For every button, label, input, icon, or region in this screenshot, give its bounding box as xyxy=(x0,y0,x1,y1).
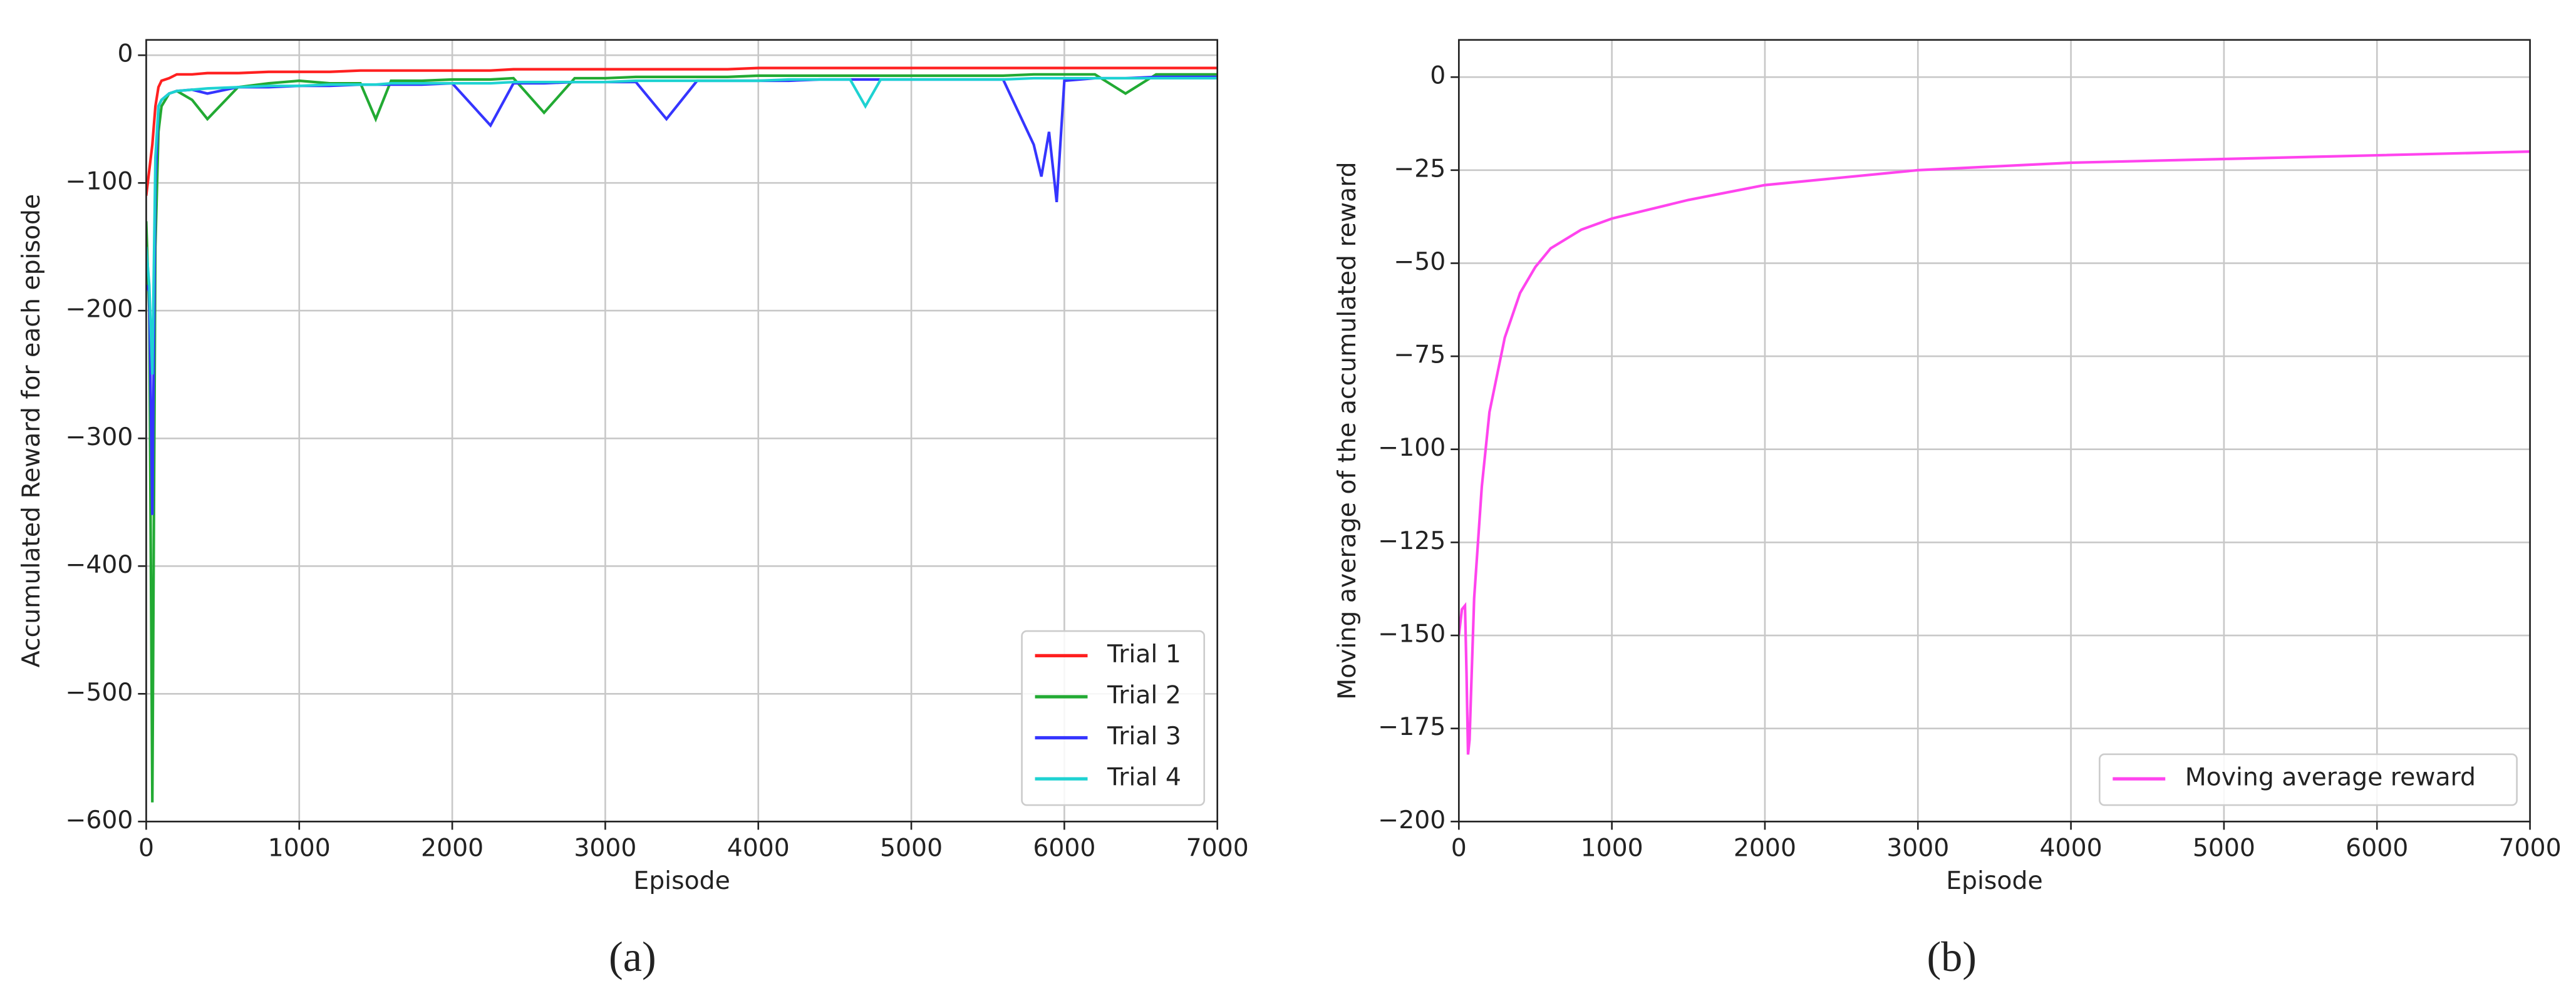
caption: (b) xyxy=(1927,933,1977,980)
y-axis-label: Accumulated Reward for each episode xyxy=(17,194,46,667)
x-tick-label: 2000 xyxy=(1734,833,1796,862)
y-tick-label: −150 xyxy=(1378,620,1446,649)
x-tick-label: 5000 xyxy=(2193,833,2255,862)
legend-label: Trial 4 xyxy=(1107,763,1181,792)
y-tick-label: −300 xyxy=(65,423,133,451)
x-tick-label: 3000 xyxy=(574,833,636,862)
plot-frame xyxy=(1457,39,2531,823)
x-tick-label: 6000 xyxy=(2346,833,2408,862)
y-tick-label: 0 xyxy=(117,39,133,68)
x-tick-label: 3000 xyxy=(1886,833,1949,862)
x-tick-label: 6000 xyxy=(1033,833,1095,862)
x-axis-label: Episode xyxy=(1946,866,2042,895)
legend-label: Trial 1 xyxy=(1107,640,1181,669)
y-tick-label: −600 xyxy=(65,806,133,834)
series-line xyxy=(146,75,1218,515)
y-axis-label: Moving average of the accumulated reward xyxy=(1333,162,1362,699)
y-tick-label: −25 xyxy=(1394,154,1446,183)
legend: Trial 1 Trial 2 Trial 3 Trial 4 xyxy=(1021,630,1206,806)
y-tick-label: −400 xyxy=(65,550,133,579)
legend-box xyxy=(1021,630,1206,806)
x-tick-label: 4000 xyxy=(727,833,790,862)
chart-panel: −600 −500 −400 −300 −200 −100 0 0 1000 2000 3000 40… xyxy=(17,39,1249,980)
legend-box xyxy=(2098,753,2518,806)
x-tick-label: 0 xyxy=(1451,833,1467,862)
legend-label: Moving average reward xyxy=(2185,763,2476,792)
y-tick-label: −200 xyxy=(1378,806,1446,834)
chart-panel: −200 −175 −150 −125 −100 −75 −50 −25 0 0 1000 2000 3… xyxy=(1333,39,2562,980)
x-axis-label: Episode xyxy=(633,866,730,895)
legend: Moving average reward xyxy=(2098,753,2518,806)
series-line xyxy=(1459,150,2530,755)
x-tick-label: 5000 xyxy=(880,833,943,862)
x-tick-label: 2000 xyxy=(421,833,484,862)
series-line xyxy=(146,73,1218,803)
legend-label: Trial 2 xyxy=(1107,680,1181,709)
caption: (a) xyxy=(609,933,656,980)
y-tick-label: −100 xyxy=(65,167,133,196)
y-tick-label: −50 xyxy=(1394,247,1446,276)
legend-label: Trial 3 xyxy=(1107,722,1181,751)
plot-frame xyxy=(145,39,1219,823)
y-tick-label: −125 xyxy=(1378,526,1446,555)
y-tick-label: −75 xyxy=(1394,341,1446,369)
x-tick-label: 1000 xyxy=(268,833,331,862)
y-tick-label: 0 xyxy=(1430,61,1446,90)
series-line xyxy=(146,66,1218,196)
y-tick-label: −200 xyxy=(65,295,133,324)
x-tick-label: 7000 xyxy=(2499,833,2562,862)
series-line xyxy=(146,76,1218,375)
x-tick-label: 0 xyxy=(138,833,154,862)
x-tick-label: 7000 xyxy=(1186,833,1249,862)
y-tick-label: −100 xyxy=(1378,433,1446,462)
x-tick-label: 4000 xyxy=(2040,833,2103,862)
y-tick-label: −175 xyxy=(1378,712,1446,741)
y-tick-label: −500 xyxy=(65,678,133,707)
x-tick-label: 1000 xyxy=(1581,833,1643,862)
